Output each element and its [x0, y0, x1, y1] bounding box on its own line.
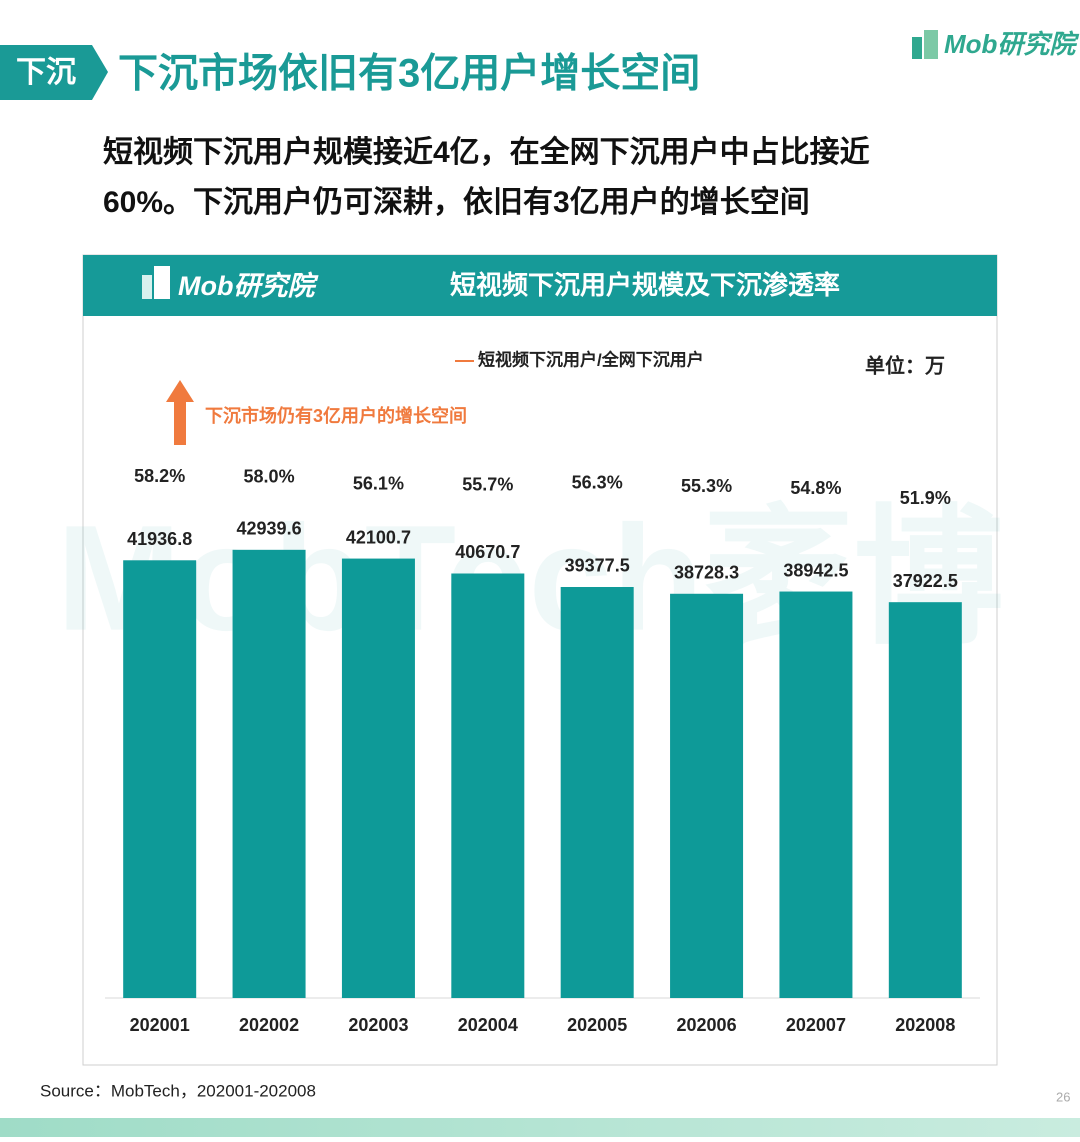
line-value-label: 55.3% [681, 476, 732, 496]
source: Source：MobTech，202001-202008 [40, 1081, 316, 1100]
footer-band [0, 1118, 1080, 1137]
line-value-label: 56.3% [572, 473, 623, 493]
x-tick-label: 202004 [458, 1015, 518, 1035]
x-tick-label: 202008 [895, 1015, 955, 1035]
subtitle-line: 短视频下沉用户规模接近4亿，在全网下沉用户中占比接近 [103, 135, 870, 169]
annotation: 下沉市场仍有3亿用户的增长空间 [205, 405, 467, 426]
watermark: MobTech袤博 [56, 494, 1003, 662]
line-value-label: 58.0% [244, 467, 295, 487]
bar-value-label: 41936.8 [127, 529, 192, 549]
subtitle-line: 60%。下沉用户仍可深耕，依旧有3亿用户的增长空间 [103, 186, 810, 219]
line-value-label: 51.9% [900, 488, 951, 508]
line-value-label: 56.1% [353, 473, 404, 493]
bar [123, 560, 197, 998]
chart-logo-text: Mob研究院 [178, 271, 319, 301]
bar [888, 602, 962, 998]
legend-label: 短视频下沉用户/全网下沉用户 [478, 349, 704, 369]
chart-header [83, 255, 997, 316]
x-tick-label: 202003 [348, 1015, 408, 1035]
section-tag-bg [0, 45, 108, 100]
x-tick-label: 202005 [567, 1015, 627, 1035]
bar-value-label: 37922.5 [893, 571, 958, 591]
chart-title: 短视频下沉用户规模及下沉渗透率 [450, 270, 840, 300]
bar [670, 593, 744, 998]
headline: 下沉市场依旧有3亿用户增长空间 [118, 52, 700, 96]
x-tick-label: 202006 [677, 1015, 737, 1035]
bar [451, 573, 525, 998]
x-tick-label: 202001 [130, 1015, 190, 1035]
bar-value-label: 38728.3 [674, 563, 739, 583]
bar [779, 591, 853, 998]
unit-label: 单位：万 [865, 353, 945, 377]
x-tick-label: 202007 [786, 1015, 846, 1035]
bar [341, 558, 415, 998]
bar-value-label: 40670.7 [455, 542, 520, 562]
x-tick-label: 202002 [239, 1015, 299, 1035]
line-value-label: 54.8% [790, 478, 841, 498]
brand-text: Mob研究院 [944, 29, 1079, 59]
chart-logo: Mob研究院 [142, 266, 319, 301]
bar-value-label: 38942.5 [783, 560, 848, 580]
line-value-label: 55.7% [462, 475, 513, 495]
section-tag: 下沉 [16, 56, 76, 89]
bar-value-label: 42939.6 [237, 519, 302, 539]
bar-value-label: 42100.7 [346, 527, 411, 547]
bar [560, 586, 634, 998]
annotation-arrow [166, 380, 194, 445]
bar-value-label: 39377.5 [565, 556, 630, 576]
line-value-label: 58.2% [134, 466, 185, 486]
bar [232, 549, 306, 998]
page-number: 26 [1056, 1089, 1070, 1104]
brand-logo: Mob研究院 [912, 29, 1079, 59]
